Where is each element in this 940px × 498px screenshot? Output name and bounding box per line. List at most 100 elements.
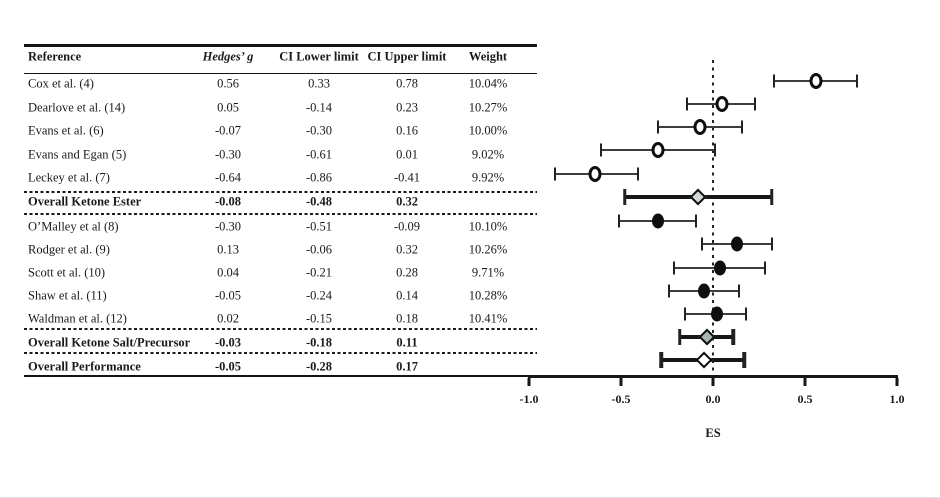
- row-hedges-g: -0.08: [214, 194, 242, 209]
- ci-cap-lower: [667, 284, 670, 298]
- row-ci-upper: 0.23: [396, 100, 418, 115]
- separator-dashed-1: [24, 190, 537, 193]
- row-reference: Rodger et al. (9): [28, 242, 110, 257]
- effect-marker-filled-circle: [651, 213, 664, 229]
- row-ci-lower: -0.15: [305, 311, 333, 326]
- ci-cap-upper: [770, 189, 774, 205]
- overall-effect-diamond: [689, 188, 707, 206]
- row-weight: 9.92%: [471, 170, 505, 185]
- table-bottom-border: [24, 374, 537, 377]
- ci-cap-upper: [763, 261, 766, 275]
- row-ci-lower: -0.06: [305, 242, 333, 257]
- row-weight: 10.28%: [468, 288, 508, 303]
- ci-cap-upper: [754, 97, 757, 111]
- row-reference: Leckey et al. (7): [28, 170, 110, 185]
- effect-marker-open-circle: [588, 166, 602, 182]
- row-hedges-g: -0.03: [214, 335, 242, 350]
- ci-cap-upper: [741, 120, 744, 134]
- row-ci-lower: -0.48: [305, 194, 333, 209]
- row-reference: Evans and Egan (5): [28, 147, 127, 162]
- table-top-border: [24, 44, 537, 47]
- row-reference: Shaw et al. (11): [28, 288, 107, 303]
- ci-cap-lower: [772, 74, 775, 88]
- column-header-weight: Weight: [468, 49, 508, 64]
- row-ci-lower: -0.18: [305, 335, 333, 350]
- separator-dashed-3: [24, 328, 537, 330]
- row-weight: 10.41%: [468, 311, 508, 326]
- effect-marker-open-circle: [715, 96, 729, 112]
- row-hedges-g: -0.07: [214, 123, 242, 138]
- ci-cap-upper: [713, 143, 716, 157]
- row-hedges-g: -0.30: [214, 219, 242, 234]
- row-hedges-g: 0.05: [217, 100, 239, 115]
- ci-cap-lower: [684, 307, 687, 321]
- ci-cap-lower: [599, 143, 602, 157]
- effect-marker-open-circle: [651, 142, 665, 158]
- row-weight: 10.04%: [468, 76, 508, 91]
- row-ci-lower: 0.33: [308, 76, 330, 91]
- ci-cap-upper: [742, 352, 747, 368]
- row-ci-upper: 0.11: [396, 335, 418, 350]
- ci-cap-upper: [737, 284, 740, 298]
- x-axis-tick-label: -1.0: [519, 391, 539, 406]
- row-weight: 10.10%: [468, 219, 508, 234]
- header-underline: [24, 72, 537, 74]
- x-axis-tick: [711, 377, 715, 386]
- row-hedges-g: 0.02: [217, 311, 239, 326]
- row-ci-upper: 0.01: [396, 147, 418, 162]
- row-ci-upper: 0.32: [396, 194, 418, 209]
- row-weight: 10.26%: [468, 242, 508, 257]
- row-reference: O’Malley et al (8): [28, 219, 119, 234]
- effect-marker-filled-circle: [730, 236, 743, 252]
- x-axis-tick: [895, 377, 899, 386]
- column-header-ci-upper: CI Upper limit: [367, 49, 447, 64]
- row-ci-upper: 0.32: [396, 242, 418, 257]
- x-axis-tick: [619, 377, 623, 386]
- row-ci-lower: -0.30: [305, 123, 333, 138]
- overall-effect-diamond: [695, 351, 713, 369]
- row-weight: 10.00%: [468, 123, 508, 138]
- ci-cap-lower: [700, 237, 703, 251]
- ci-cap-upper: [770, 237, 773, 251]
- ci-cap-lower: [659, 352, 664, 368]
- row-hedges-g: -0.05: [214, 288, 242, 303]
- x-axis-tick-label: 0.0: [705, 391, 721, 406]
- effect-marker-open-circle: [693, 119, 707, 135]
- row-hedges-g: -0.05: [214, 359, 242, 374]
- ci-cap-upper: [745, 307, 748, 321]
- x-axis-tick-label: 1.0: [889, 391, 905, 406]
- x-axis-tick-label: 0.5: [797, 391, 813, 406]
- row-reference: Waldman et al. (12): [28, 311, 127, 326]
- x-axis-tick-label: -0.5: [611, 391, 631, 406]
- separator-dashed-4: [24, 351, 537, 354]
- row-ci-lower: -0.86: [305, 170, 333, 185]
- column-header-hedges-g: Hedges’ g: [202, 49, 254, 64]
- row-ci-lower: -0.14: [305, 100, 333, 115]
- ci-cap-lower: [678, 329, 682, 345]
- row-reference: Overall Performance: [28, 359, 141, 374]
- effect-marker-filled-circle: [714, 260, 727, 276]
- ci-cap-lower: [673, 261, 676, 275]
- effect-marker-filled-circle: [710, 306, 723, 322]
- row-reference: Overall Ketone Ester: [28, 194, 142, 209]
- row-hedges-g: -0.30: [214, 147, 242, 162]
- separator-dashed-2: [24, 212, 537, 215]
- ci-cap-upper: [731, 329, 735, 345]
- row-ci-upper: 0.28: [396, 265, 418, 280]
- x-axis-title: ES: [705, 426, 721, 440]
- ci-cap-upper: [636, 167, 639, 181]
- row-weight: 9.02%: [471, 147, 505, 162]
- ci-cap-upper: [855, 74, 858, 88]
- x-axis-tick: [527, 377, 531, 386]
- row-hedges-g: 0.04: [217, 265, 239, 280]
- column-header-reference: Reference: [28, 49, 82, 64]
- row-ci-upper: 0.14: [396, 288, 418, 303]
- row-ci-lower: -0.51: [305, 219, 333, 234]
- row-hedges-g: 0.56: [217, 76, 239, 91]
- ci-cap-lower: [686, 97, 689, 111]
- row-ci-upper: 0.16: [396, 123, 418, 138]
- row-ci-upper: 0.78: [396, 76, 418, 91]
- x-axis-tick: [803, 377, 807, 386]
- row-weight: 10.27%: [468, 100, 508, 115]
